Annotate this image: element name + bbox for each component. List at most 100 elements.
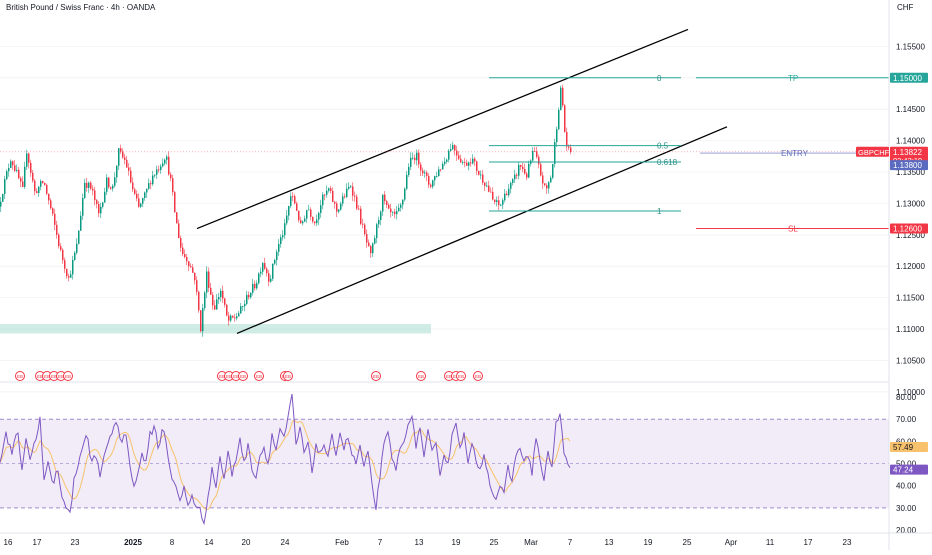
candle bbox=[46, 184, 48, 194]
price-tick-label: 1.11500 bbox=[896, 294, 925, 303]
candle bbox=[362, 223, 364, 225]
rsi-tick-label: 40.00 bbox=[896, 482, 917, 491]
candle bbox=[282, 235, 284, 238]
candle bbox=[364, 224, 366, 235]
event-marker[interactable] bbox=[238, 371, 248, 381]
price-tick-label: 1.14500 bbox=[896, 105, 925, 114]
candle bbox=[92, 188, 94, 191]
drawing-overlays[interactable]: 0 0.5 0.618 1 TP ENTRY SL bbox=[0, 28, 889, 335]
candle bbox=[122, 151, 124, 158]
candle bbox=[458, 155, 460, 159]
candle bbox=[426, 172, 428, 177]
candlestick-series bbox=[0, 84, 572, 337]
candle bbox=[86, 182, 88, 188]
candle bbox=[564, 105, 566, 132]
event-marker-label: EB bbox=[44, 374, 50, 379]
candle bbox=[320, 205, 322, 213]
rsi-ma-value-box bbox=[890, 441, 928, 452]
event-marker[interactable] bbox=[416, 371, 426, 381]
event-marker[interactable] bbox=[456, 371, 466, 381]
candle bbox=[438, 169, 440, 177]
event-marker[interactable] bbox=[254, 371, 264, 381]
event-marker-label: EB bbox=[51, 374, 57, 379]
candle bbox=[174, 192, 176, 213]
candle bbox=[528, 163, 530, 178]
candle bbox=[338, 209, 340, 212]
candle bbox=[260, 271, 262, 274]
candle bbox=[396, 211, 398, 215]
time-axis[interactable]: 16 17 23 2025 8 14 20 24 Feb 7 13 19 25 Mar 7 13 19 25 Apr… bbox=[4, 538, 852, 547]
event-marker[interactable] bbox=[371, 371, 381, 381]
candle bbox=[120, 148, 122, 152]
candle bbox=[28, 153, 30, 163]
currency-label[interactable]: CHF bbox=[897, 3, 914, 12]
channel-lower-line[interactable] bbox=[236, 126, 728, 335]
candle bbox=[350, 186, 352, 188]
event-marker[interactable] bbox=[63, 371, 73, 381]
candle bbox=[80, 215, 82, 231]
candle bbox=[140, 203, 142, 207]
candle bbox=[434, 176, 436, 181]
event-marker[interactable] bbox=[283, 371, 293, 381]
candle bbox=[144, 192, 146, 199]
candle bbox=[40, 181, 42, 187]
candle bbox=[2, 193, 4, 202]
candle bbox=[212, 294, 214, 306]
candle bbox=[394, 211, 396, 215]
channel-upper-line[interactable] bbox=[196, 28, 689, 230]
candle bbox=[84, 182, 86, 199]
candle bbox=[436, 176, 438, 177]
candle bbox=[196, 280, 198, 292]
event-marker[interactable] bbox=[473, 371, 483, 381]
time-tick-label: Apr bbox=[725, 538, 738, 547]
candle bbox=[238, 313, 240, 317]
candle bbox=[170, 174, 172, 179]
candle bbox=[354, 195, 356, 197]
price-tick-label: 1.13000 bbox=[896, 199, 925, 208]
price-tick-label: 1.12500 bbox=[896, 231, 925, 240]
rsi-pane bbox=[0, 418, 889, 509]
time-tick-label: 24 bbox=[281, 538, 290, 547]
candle bbox=[204, 292, 206, 309]
candle bbox=[466, 162, 468, 166]
candle bbox=[12, 161, 14, 166]
rsi-ma-value-text: 57.49 bbox=[893, 443, 914, 452]
candle bbox=[422, 170, 424, 174]
candle bbox=[288, 206, 290, 216]
candle bbox=[410, 157, 412, 167]
event-marker[interactable] bbox=[15, 371, 25, 381]
candle bbox=[256, 283, 258, 289]
last-price-text: 1.13822 bbox=[893, 148, 922, 157]
candle bbox=[50, 200, 52, 209]
fib-level-label: 0 bbox=[657, 74, 662, 83]
candle bbox=[232, 315, 234, 318]
event-marker-label: EB bbox=[285, 374, 291, 379]
candle bbox=[486, 185, 488, 187]
chart-title[interactable]: British Pound / Swiss Franc · 4h · OANDA bbox=[6, 3, 156, 12]
time-tick-label: Mar bbox=[524, 538, 538, 547]
event-marker-label: EB bbox=[458, 374, 464, 379]
candle bbox=[10, 161, 12, 169]
candle bbox=[118, 148, 120, 166]
candle bbox=[548, 182, 550, 189]
candle bbox=[514, 174, 516, 180]
event-markers[interactable]: EBEBEBEBEBEBEBEBEBEBEBEBEBEBEBEBEBEBEB bbox=[15, 371, 483, 381]
candle bbox=[326, 190, 328, 195]
time-tick-label: 13 bbox=[415, 538, 424, 547]
candle bbox=[356, 196, 358, 209]
rsi-axis[interactable]: 80.00 70.00 60.00 50.00 40.00 30.00 20.00 bbox=[896, 393, 917, 535]
candle bbox=[70, 274, 72, 278]
candle bbox=[142, 198, 144, 204]
candle bbox=[534, 151, 536, 152]
candle bbox=[166, 156, 168, 160]
candle bbox=[154, 174, 156, 176]
candle bbox=[66, 268, 68, 277]
candle bbox=[562, 87, 564, 106]
candle bbox=[210, 287, 212, 295]
candle bbox=[430, 184, 432, 187]
candle bbox=[270, 278, 272, 282]
candle bbox=[138, 198, 140, 207]
candle bbox=[328, 188, 330, 191]
candle bbox=[276, 251, 278, 261]
